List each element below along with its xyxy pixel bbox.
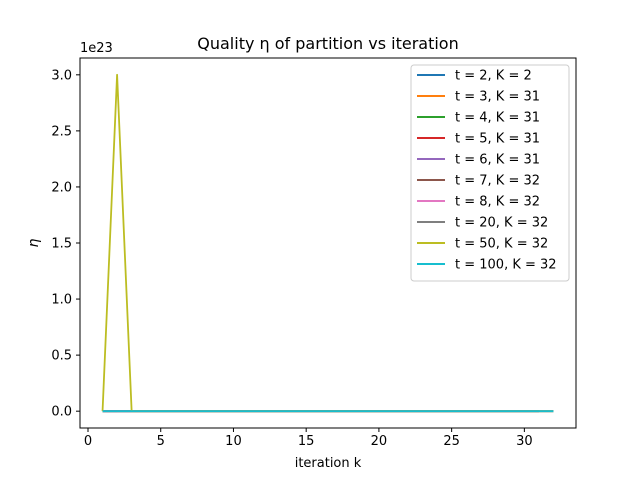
- legend-label-3: t = 4, K = 31: [455, 111, 540, 126]
- y-tick-label-2: 1.0: [51, 293, 72, 308]
- x-tick-label-2: 10: [225, 434, 242, 449]
- y-tick-label-1: 0.5: [51, 349, 72, 364]
- x-tick-label-3: 15: [298, 434, 315, 449]
- y-tick-label-4: 2.0: [51, 180, 72, 195]
- legend-label-7: t = 8, K = 32: [455, 195, 540, 210]
- x-tick-label-0: 0: [84, 434, 92, 449]
- x-tick-label-4: 20: [371, 434, 388, 449]
- legend-label-4: t = 5, K = 31: [455, 132, 540, 147]
- legend-label-1: t = 2, K = 2: [455, 69, 532, 84]
- y-tick-label-5: 2.5: [51, 124, 72, 139]
- legend-label-9: t = 50, K = 32: [455, 237, 548, 252]
- y-tick-label-0: 0.0: [51, 405, 72, 420]
- x-tick-label-5: 25: [443, 434, 460, 449]
- y-tick-label-6: 3.0: [51, 68, 72, 83]
- legend-box: [410, 64, 570, 282]
- x-axis-label: iteration k: [295, 456, 362, 471]
- legend-label-5: t = 6, K = 31: [455, 153, 540, 168]
- legend-label-8: t = 20, K = 32: [455, 216, 548, 231]
- legend-label-6: t = 7, K = 32: [455, 174, 540, 189]
- series-lines: [101, 73, 554, 413]
- chart-title: Quality η of partition vs iteration: [197, 34, 458, 53]
- y-tick-label-3: 1.5: [51, 237, 72, 252]
- y-axis-label: η: [26, 238, 42, 247]
- y-axis-ticks: 0.0 0.5 1.0 1.5 2.0 2.5 3.0: [51, 68, 80, 420]
- x-axis-ticks: 0 5 10 15 20 25 30: [84, 428, 533, 449]
- legend-label-2: t = 3, K = 31: [455, 90, 540, 105]
- y-offset-label: 1e23: [80, 41, 113, 56]
- x-tick-label-1: 5: [157, 434, 165, 449]
- legend: t = 2, K = 2 t = 3, K = 31 t = 4, K = 31 t …: [410, 64, 570, 282]
- x-tick-label-6: 30: [516, 434, 533, 449]
- legend-label-10: t = 100, K = 32: [455, 258, 557, 273]
